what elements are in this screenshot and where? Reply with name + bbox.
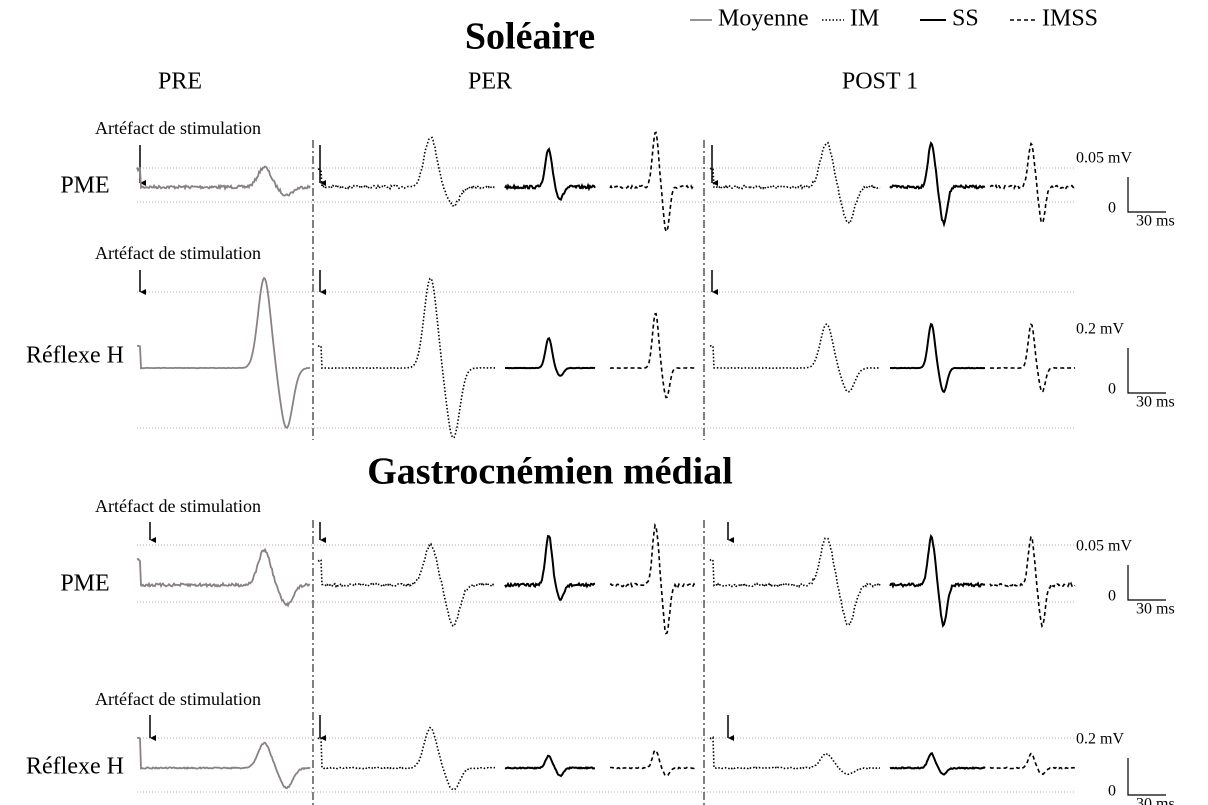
scale-zero: 0 [1108, 783, 1116, 800]
trace [889, 533, 986, 628]
trace [136, 165, 311, 197]
trace [989, 323, 1076, 394]
scale-time: 30 ms [1136, 213, 1175, 230]
scale-time: 30 ms [1136, 796, 1175, 805]
row-label: PME [60, 173, 109, 199]
scale-amplitude: 0.2 mV [1076, 731, 1124, 748]
trace [709, 141, 881, 225]
scale-zero: 0 [1108, 200, 1116, 217]
scale-amplitude: 0.05 mV [1076, 538, 1132, 555]
scale-bar [1127, 758, 1166, 796]
trace [609, 522, 696, 635]
artifact-label: Artéfact de stimulation [95, 118, 261, 138]
trace [317, 726, 496, 791]
artifact-label: Artéfact de stimulation [95, 689, 261, 709]
column-label: PER [468, 69, 512, 95]
section-title: Gastrocnémien médial [367, 451, 733, 493]
trace [137, 276, 311, 429]
trace [890, 322, 986, 394]
legend-label: IM [850, 6, 879, 32]
column-label: POST 1 [842, 69, 918, 95]
legend-label: Moyenne [718, 6, 809, 32]
legend-label: IMSS [1042, 6, 1098, 32]
trace [989, 752, 1076, 776]
column-label: PRE [158, 69, 202, 95]
trace [317, 542, 496, 627]
scale-amplitude: 0.05 mV [1076, 150, 1132, 167]
scale-zero: 0 [1108, 588, 1116, 605]
scale-time: 30 ms [1136, 601, 1175, 618]
section-title: Soléaire [465, 16, 595, 58]
trace [709, 736, 880, 776]
trace [989, 141, 1076, 224]
legend: Moyenne IM SS IMSS [690, 6, 1098, 32]
trace [889, 140, 986, 228]
trace [709, 323, 881, 393]
scale-bar [1127, 565, 1166, 601]
row-label: PME [60, 571, 109, 597]
trace [317, 277, 495, 439]
scale-zero: 0 [1108, 381, 1116, 398]
trace [709, 537, 881, 627]
trace [609, 131, 696, 233]
trace [136, 547, 311, 608]
trace [505, 336, 596, 377]
trace [504, 534, 596, 601]
scale-bar [1127, 177, 1166, 213]
trace [136, 736, 311, 790]
scale-time: 30 ms [1136, 394, 1175, 411]
row-label: Réflexe H [26, 754, 124, 780]
legend-label: SS [952, 6, 979, 32]
trace [610, 749, 696, 777]
trace [989, 536, 1076, 628]
trace [609, 312, 696, 399]
trace [889, 752, 986, 776]
scale-amplitude: 0.2 mV [1076, 321, 1124, 338]
trace [504, 754, 596, 778]
scale-bar [1127, 348, 1166, 394]
artifact-label: Artéfact de stimulation [95, 243, 261, 263]
trace [504, 146, 596, 201]
artifact-label: Artéfact de stimulation [95, 496, 261, 516]
row-label: Réflexe H [26, 343, 124, 369]
trace [317, 136, 495, 207]
